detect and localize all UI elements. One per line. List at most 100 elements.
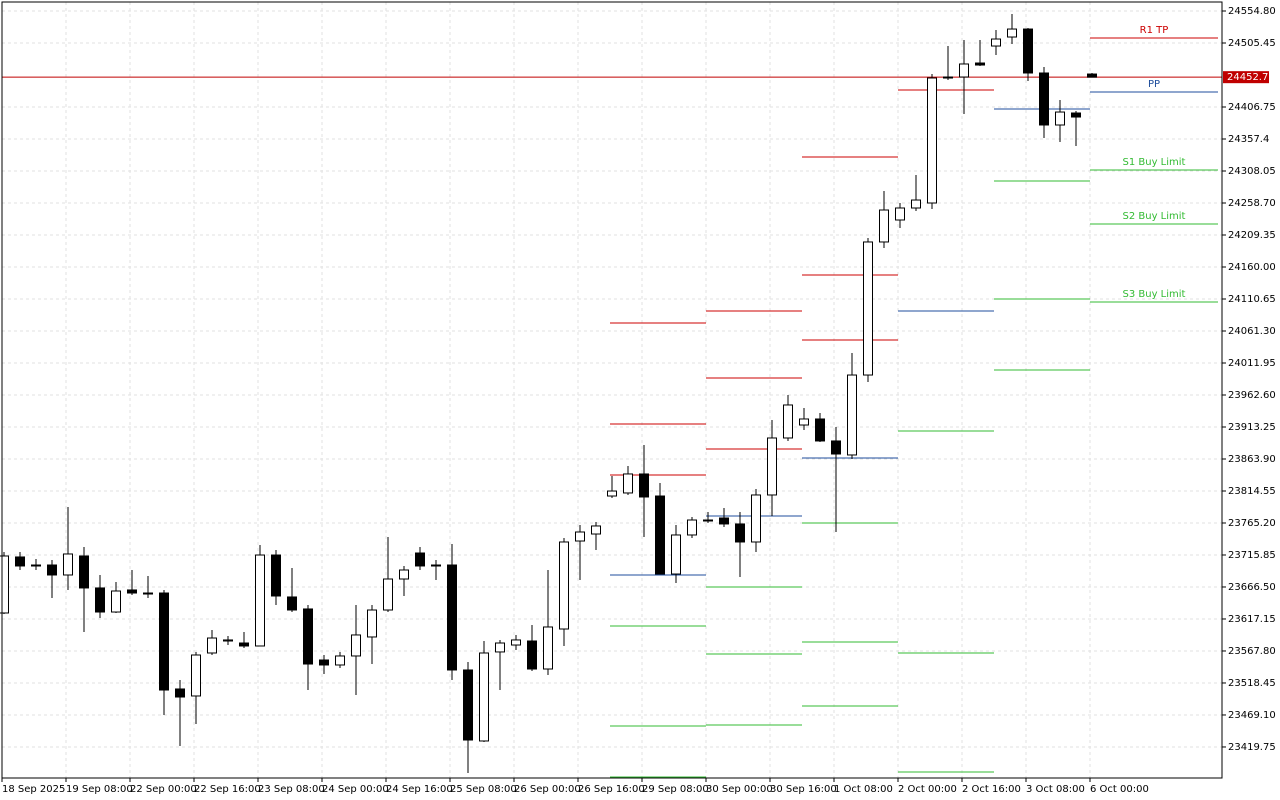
axes: 24554.80 24505.45 24406.75 24357.4 24308.05 2… bbox=[1, 6, 1276, 795]
candle-body bbox=[607, 490, 617, 497]
candle-body bbox=[895, 207, 905, 221]
y-tick-label: 23617.15 bbox=[1228, 614, 1276, 625]
y-tick-label: 24406.75 bbox=[1228, 102, 1276, 113]
candle-body bbox=[799, 418, 809, 426]
x-tick-label: 2 Oct 00:00 bbox=[898, 784, 957, 795]
x-tick-label: 25 Sep 08:00 bbox=[450, 784, 517, 795]
candle-body bbox=[447, 564, 457, 671]
x-tick-label: 6 Oct 00:00 bbox=[1090, 784, 1149, 795]
candle-body bbox=[255, 554, 265, 647]
plot-border bbox=[1, 1, 1223, 779]
candle-body bbox=[575, 531, 585, 542]
candle-body bbox=[383, 578, 393, 611]
x-tick-label: 26 Sep 16:00 bbox=[578, 784, 645, 795]
candle-body bbox=[271, 554, 281, 597]
candle-body bbox=[239, 642, 249, 647]
candle-body bbox=[943, 76, 953, 79]
last-price-box bbox=[1223, 71, 1269, 84]
candle-body bbox=[399, 569, 409, 580]
candle-body bbox=[111, 590, 121, 613]
candle-body bbox=[287, 596, 297, 611]
x-tick-label: 1 Oct 08:00 bbox=[834, 784, 893, 795]
candle-body bbox=[63, 553, 73, 576]
pivot-label: PP bbox=[1148, 79, 1160, 90]
candle-body bbox=[991, 38, 1001, 47]
x-tick-label: 2 Oct 16:00 bbox=[962, 784, 1021, 795]
candle-body bbox=[207, 637, 217, 654]
y-tick-label: 24258.70 bbox=[1228, 198, 1276, 209]
candle-body bbox=[511, 639, 521, 646]
x-tick-label: 19 Sep 08:00 bbox=[66, 784, 133, 795]
x-tick-label: 18 Sep 2025 bbox=[2, 784, 65, 795]
y-tick-label: 24308.05 bbox=[1228, 166, 1276, 177]
x-tick-label: 30 Sep 00:00 bbox=[706, 784, 773, 795]
last-price-tag: 24452.77 bbox=[1223, 71, 1275, 84]
candle-body bbox=[719, 517, 729, 525]
candle-body bbox=[975, 62, 985, 66]
x-tick-label: 3 Oct 08:00 bbox=[1026, 784, 1085, 795]
grid bbox=[2, 2, 1222, 778]
y-tick-label: 23962.60 bbox=[1228, 390, 1276, 401]
pivot-label: S3 Buy Limit bbox=[1123, 289, 1186, 300]
y-tick-label: 24011.95 bbox=[1228, 358, 1276, 369]
y-tick-label: 24209.35 bbox=[1228, 230, 1276, 241]
x-tick-label: 24 Sep 16:00 bbox=[386, 784, 453, 795]
candle-body bbox=[831, 440, 841, 455]
candle-body bbox=[527, 640, 537, 670]
candle-body bbox=[495, 642, 505, 653]
candle-body bbox=[415, 552, 425, 567]
candle-body bbox=[79, 555, 89, 589]
y-tick-label: 23765.20 bbox=[1228, 518, 1276, 529]
y-tick-label: 23863.90 bbox=[1228, 454, 1276, 465]
candle-body bbox=[15, 556, 25, 567]
pivot-label: S1 Buy Limit bbox=[1123, 157, 1186, 168]
candle-body bbox=[95, 587, 105, 613]
candle-body bbox=[623, 473, 633, 494]
marks: R1 TP PP S1 Buy Limit S2 Buy Limit S3 Buy Li… bbox=[0, 13, 1222, 778]
x-tick-label: 30 Sep 16:00 bbox=[770, 784, 837, 795]
candle-body bbox=[815, 418, 825, 442]
candle-body bbox=[911, 199, 921, 209]
y-tick-label: 23419.75 bbox=[1228, 742, 1276, 753]
y-tick-label: 24554.80 bbox=[1228, 6, 1276, 17]
last-price-label: 24452.77 bbox=[1227, 72, 1275, 83]
candle-body bbox=[1007, 28, 1017, 38]
candle-body bbox=[0, 555, 9, 614]
x-tick-label: 22 Sep 16:00 bbox=[194, 784, 261, 795]
y-tick-label: 24357.4 bbox=[1228, 134, 1269, 145]
candle-body bbox=[543, 626, 553, 670]
candle-body bbox=[1023, 28, 1033, 74]
candle-body bbox=[47, 564, 57, 576]
candle-body bbox=[431, 564, 441, 567]
candle-body bbox=[191, 654, 201, 697]
y-tick-label: 24505.45 bbox=[1228, 38, 1276, 49]
candle-body bbox=[1055, 111, 1065, 126]
candle-body bbox=[463, 669, 473, 741]
x-tick-label: 26 Sep 00:00 bbox=[514, 784, 581, 795]
y-tick-label: 24110.65 bbox=[1228, 294, 1276, 305]
candle-body bbox=[127, 589, 137, 594]
y-tick-label: 23567.80 bbox=[1228, 646, 1276, 657]
candle-body bbox=[143, 592, 153, 595]
pivot-label: S2 Buy Limit bbox=[1123, 211, 1186, 222]
candle-body bbox=[655, 495, 665, 575]
y-tick-label: 24061.30 bbox=[1228, 326, 1276, 337]
candle-body bbox=[687, 519, 697, 536]
candle-body bbox=[335, 655, 345, 666]
y-tick-label: 23715.85 bbox=[1228, 550, 1276, 561]
candle-body bbox=[735, 523, 745, 543]
candle-body bbox=[879, 209, 889, 243]
candle-body bbox=[1071, 112, 1081, 118]
candle-body bbox=[767, 437, 777, 496]
candle-body bbox=[783, 404, 793, 439]
y-tick-label: 23814.55 bbox=[1228, 486, 1276, 497]
candle-body bbox=[671, 534, 681, 575]
candle-body bbox=[351, 634, 361, 657]
candle-body bbox=[223, 639, 233, 642]
candle-body bbox=[863, 241, 873, 376]
candle-body bbox=[479, 652, 489, 742]
candle-body bbox=[591, 525, 601, 535]
candle-body bbox=[959, 63, 969, 78]
